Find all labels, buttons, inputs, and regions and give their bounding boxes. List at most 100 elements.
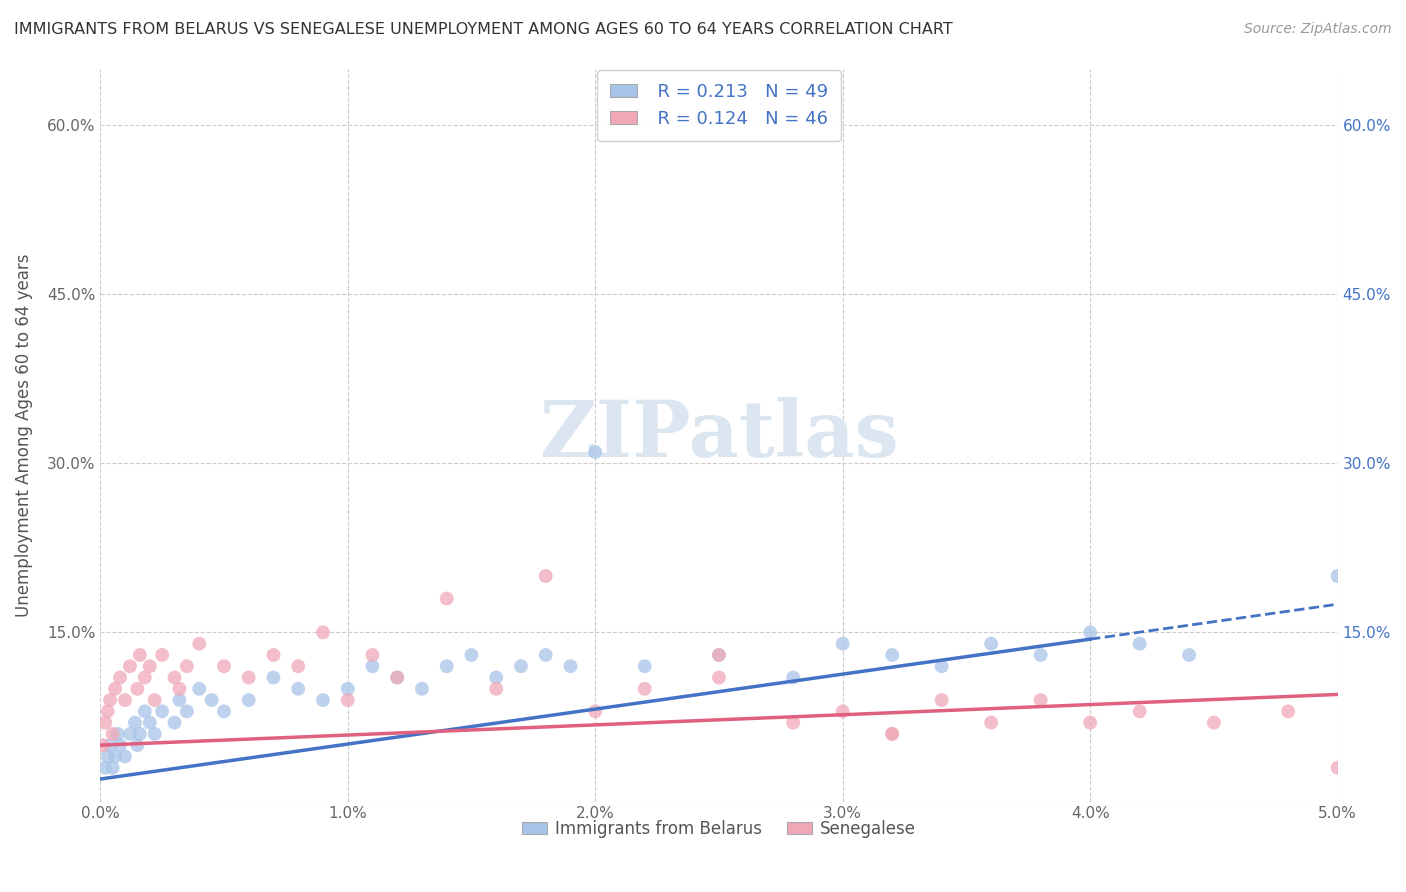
Point <box>128 727 150 741</box>
Text: IMMIGRANTS FROM BELARUS VS SENEGALESE UNEMPLOYMENT AMONG AGES 60 TO 64 YEARS COR: IMMIGRANTS FROM BELARUS VS SENEGALESE UN… <box>14 22 953 37</box>
Point <box>150 704 173 718</box>
Point <box>1277 704 1299 718</box>
Point <box>460 648 482 662</box>
Point <box>485 681 508 696</box>
Point <box>882 648 904 662</box>
Text: Source: ZipAtlas.com: Source: ZipAtlas.com <box>1244 22 1392 37</box>
Point <box>150 648 173 662</box>
Point <box>485 671 508 685</box>
Point <box>176 704 198 718</box>
Point <box>163 715 186 730</box>
Point <box>287 681 309 696</box>
Point <box>188 637 211 651</box>
Legend: Immigrants from Belarus, Senegalese: Immigrants from Belarus, Senegalese <box>515 814 922 845</box>
Point <box>98 738 121 752</box>
Point <box>169 681 191 696</box>
Point <box>1129 637 1152 651</box>
Point <box>108 671 131 685</box>
Point <box>782 715 804 730</box>
Point <box>124 715 146 730</box>
Point <box>1178 648 1201 662</box>
Point <box>361 648 384 662</box>
Point <box>118 659 141 673</box>
Point <box>1078 715 1101 730</box>
Point <box>931 659 953 673</box>
Point <box>882 727 904 741</box>
Point <box>560 659 582 673</box>
Point <box>312 693 335 707</box>
Point <box>128 648 150 662</box>
Point <box>980 637 1002 651</box>
Point <box>114 749 136 764</box>
Point <box>1129 704 1152 718</box>
Point <box>134 671 156 685</box>
Point <box>583 445 606 459</box>
Point <box>127 738 149 752</box>
Point <box>436 591 458 606</box>
Y-axis label: Unemployment Among Ages 60 to 64 years: Unemployment Among Ages 60 to 64 years <box>15 253 32 616</box>
Point <box>1326 569 1348 583</box>
Point <box>114 693 136 707</box>
Point <box>583 704 606 718</box>
Point <box>534 648 557 662</box>
Point <box>94 761 117 775</box>
Point <box>143 693 166 707</box>
Point <box>831 637 853 651</box>
Point <box>387 671 409 685</box>
Point <box>169 693 191 707</box>
Point <box>336 693 359 707</box>
Point <box>108 738 131 752</box>
Text: ZIPatlas: ZIPatlas <box>538 397 898 473</box>
Point <box>312 625 335 640</box>
Point <box>707 648 730 662</box>
Point <box>118 727 141 741</box>
Point <box>980 715 1002 730</box>
Point <box>387 671 409 685</box>
Point <box>263 648 285 662</box>
Point <box>1029 648 1052 662</box>
Point <box>201 693 224 707</box>
Point <box>238 671 260 685</box>
Point <box>707 671 730 685</box>
Point <box>831 704 853 718</box>
Point <box>436 659 458 673</box>
Point <box>104 681 127 696</box>
Point <box>534 569 557 583</box>
Point <box>1326 761 1348 775</box>
Point <box>101 727 124 741</box>
Point <box>336 681 359 696</box>
Point <box>101 761 124 775</box>
Point <box>139 715 162 730</box>
Point <box>1078 625 1101 640</box>
Point <box>94 715 117 730</box>
Point <box>287 659 309 673</box>
Point <box>263 671 285 685</box>
Point <box>510 659 533 673</box>
Point <box>882 727 904 741</box>
Point <box>931 693 953 707</box>
Point <box>212 704 235 718</box>
Point <box>212 659 235 673</box>
Point <box>361 659 384 673</box>
Point <box>1202 715 1225 730</box>
Point <box>238 693 260 707</box>
Point <box>1029 693 1052 707</box>
Point <box>143 727 166 741</box>
Point <box>104 749 127 764</box>
Point <box>139 659 162 673</box>
Point <box>411 681 433 696</box>
Point <box>707 648 730 662</box>
Point <box>107 727 129 741</box>
Point <box>163 671 186 685</box>
Point <box>134 704 156 718</box>
Point <box>188 681 211 696</box>
Point <box>97 749 120 764</box>
Point <box>97 704 120 718</box>
Point <box>176 659 198 673</box>
Point <box>127 681 149 696</box>
Point <box>91 738 114 752</box>
Point <box>98 693 121 707</box>
Point <box>634 681 657 696</box>
Point <box>782 671 804 685</box>
Point <box>634 659 657 673</box>
